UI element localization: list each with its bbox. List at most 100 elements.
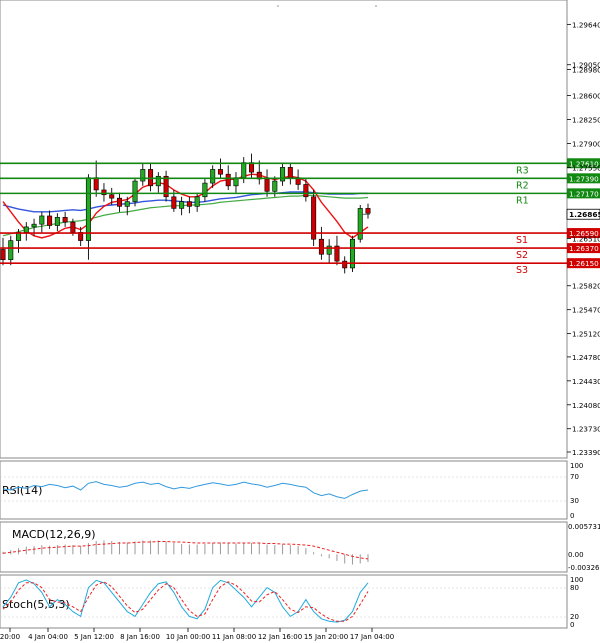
candle-body bbox=[39, 215, 45, 225]
time-tick-label: 8 Jan 16:00 bbox=[120, 633, 160, 641]
candle bbox=[357, 205, 363, 243]
candle-body bbox=[132, 180, 138, 202]
level-name-s2: S2 bbox=[516, 250, 528, 261]
rsi-tick-70: 70 bbox=[570, 473, 579, 481]
candle-body bbox=[264, 178, 270, 192]
moving-average-red bbox=[2, 173, 369, 239]
price-tick-label: 1.24080 bbox=[572, 401, 600, 410]
level-price-box bbox=[567, 173, 600, 184]
price-tick-label: 1.28250 bbox=[572, 115, 600, 124]
time-tick-label: 20:00 bbox=[0, 633, 20, 641]
time-axis: 20:00 4 Jan 04:00 5 Jan 12:00 8 Jan 16:00 10… bbox=[0, 628, 394, 641]
level-price-box bbox=[567, 188, 600, 199]
time-tick-label: 10 Jan 00:00 bbox=[166, 633, 210, 641]
candle bbox=[140, 163, 146, 186]
candle-body bbox=[194, 196, 200, 207]
macd-panel[interactable] bbox=[0, 521, 568, 573]
candle-body bbox=[155, 175, 161, 187]
candles bbox=[0, 153, 371, 274]
rsi-tick-0: 0 bbox=[570, 512, 574, 520]
candle-body bbox=[140, 169, 146, 182]
candle-body bbox=[85, 177, 91, 241]
candle-body bbox=[202, 182, 208, 198]
price-tick-label: 1.27550 bbox=[572, 163, 600, 172]
candle-body bbox=[365, 208, 371, 214]
candle bbox=[163, 170, 169, 202]
candle-body bbox=[109, 194, 115, 199]
candle-body bbox=[101, 189, 107, 196]
price-tick-label: 1.25820 bbox=[572, 282, 600, 291]
level-price-box bbox=[567, 158, 600, 169]
price-tick-label: 1.23390 bbox=[572, 448, 600, 457]
candle bbox=[303, 179, 309, 202]
candle bbox=[202, 179, 208, 202]
candle-body bbox=[31, 223, 37, 228]
time-tick-label: 17 Jan 04:00 bbox=[350, 633, 394, 641]
candle-body bbox=[334, 245, 340, 262]
support-resistance-levels: R3 1.27610 R2 1.27390 R1 1.27170 S1 1.26590 S2 1.… bbox=[0, 158, 600, 276]
candle bbox=[349, 235, 355, 273]
macd-tick-max: 0.005731 bbox=[568, 523, 600, 531]
rsi-panel[interactable] bbox=[0, 460, 568, 520]
level-price-box bbox=[567, 258, 600, 269]
indicator-guides bbox=[0, 476, 567, 618]
price-tick-label: 1.27900 bbox=[572, 139, 600, 148]
rsi-line bbox=[2, 481, 369, 499]
rsi-title: RSI(14) bbox=[2, 484, 42, 497]
level-price-label: 1.27170 bbox=[569, 189, 599, 198]
candle-body bbox=[287, 167, 293, 178]
level-name-s3: S3 bbox=[516, 265, 528, 276]
candle-body bbox=[280, 167, 286, 182]
time-tick-label: 11 Jan 08:00 bbox=[212, 633, 256, 641]
candle bbox=[210, 165, 216, 188]
rsi-tick-100: 100 bbox=[570, 462, 583, 470]
candle-body bbox=[186, 201, 192, 207]
top-dots bbox=[277, 5, 377, 7]
time-tick-label: 4 Jan 04:00 bbox=[28, 633, 68, 641]
candle bbox=[311, 189, 317, 247]
candle bbox=[116, 192, 122, 212]
level-name-r1: R1 bbox=[516, 195, 529, 206]
candle-body bbox=[163, 175, 169, 198]
candle-body bbox=[23, 226, 29, 233]
candle bbox=[186, 196, 192, 214]
candle bbox=[334, 235, 340, 266]
candle-body bbox=[311, 196, 317, 240]
candle bbox=[109, 187, 115, 205]
price-tick-label: 1.24780 bbox=[572, 353, 600, 362]
candle-body bbox=[225, 173, 231, 187]
stoch-tick-20: 20 bbox=[570, 613, 579, 621]
stoch-title: Stoch(5,5,3) bbox=[2, 598, 70, 611]
candle bbox=[194, 192, 200, 212]
price-tick-label: 1.25120 bbox=[572, 330, 600, 339]
price-tick-label: 1.24430 bbox=[572, 377, 600, 386]
macd-axis: 0.005731 0.00 -0.003269 bbox=[568, 523, 600, 572]
rsi-tick-30: 30 bbox=[570, 497, 579, 505]
time-tick-label: 15 Jan 20:00 bbox=[304, 633, 348, 641]
level-price-label: 1.27390 bbox=[569, 174, 599, 183]
level-price-box bbox=[567, 243, 600, 254]
price-tick-label: 1.29640 bbox=[572, 20, 600, 29]
stoch-axis: 100 80 20 0 bbox=[570, 576, 583, 629]
level-price-box bbox=[567, 228, 600, 239]
level-price-label: 1.26590 bbox=[569, 229, 599, 238]
candle-body bbox=[342, 260, 348, 269]
level-price-label: 1.26150 bbox=[569, 259, 599, 268]
candle bbox=[54, 213, 60, 231]
candle-body bbox=[62, 217, 68, 223]
macd-title: MACD(12,26,9) bbox=[12, 528, 96, 541]
level-price-label: 1.26370 bbox=[569, 244, 599, 253]
rsi-axis: 100 70 30 0 bbox=[570, 462, 583, 520]
candle-body bbox=[179, 201, 185, 209]
main-price-panel[interactable] bbox=[0, 0, 568, 459]
candle-body bbox=[210, 169, 216, 184]
candle bbox=[365, 203, 371, 219]
candle-body bbox=[70, 221, 76, 233]
candle-body bbox=[8, 240, 14, 261]
current-price-marker: 1.26865 bbox=[566, 208, 600, 220]
stoch-tick-0: 0 bbox=[570, 621, 574, 629]
candle-body bbox=[303, 184, 309, 198]
candle bbox=[101, 183, 107, 202]
candle bbox=[326, 239, 332, 264]
